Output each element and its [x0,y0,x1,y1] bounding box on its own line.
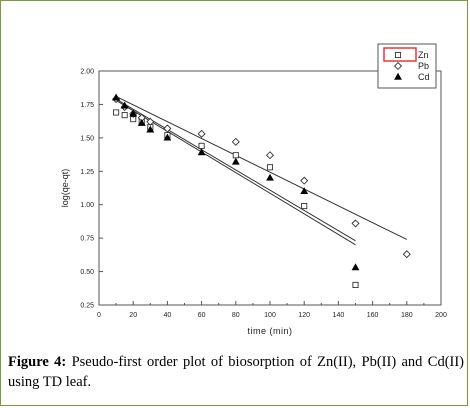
point-cd-3 [137,118,146,126]
y-tick-label-7: 2.00 [80,69,94,76]
point-cd-5 [163,133,172,141]
point-zn-6 [198,142,205,149]
y-tick-label-1: 0.50 [80,269,94,276]
fit-line-zn [115,99,356,246]
point-cd-2 [129,109,138,117]
point-cd-7 [231,157,240,165]
point-zn-0 [113,109,120,116]
point-pb-9 [300,176,309,185]
legend-marker-pb [393,61,403,71]
x-tick-label-2: 40 [164,312,172,319]
chart: 0.25 0.50 0.75 1.00 1.25 1.50 1.75 2.00 0 20 40 60… [60,43,447,336]
x-tick-label-6: 120 [298,312,310,319]
point-pb-6 [197,129,206,138]
y-tick-label-2: 0.75 [80,236,94,243]
x-tick-label-4: 80 [232,312,240,319]
fit-line-pb [115,95,408,240]
data-points [112,93,411,288]
x-axis-ticks: 0 20 40 60 80 100 120 140 160 180 200 [97,301,447,319]
point-cd-4 [146,125,155,133]
x-tick-label-9: 180 [401,312,413,319]
point-zn-1 [121,112,128,119]
x-tick-label-8: 160 [367,312,379,319]
x-tick-label-7: 140 [333,312,345,319]
point-cd-0 [112,93,121,101]
caption-text: Pseudo-first order plot of biosorption o… [8,354,465,390]
legend-marker-zn [394,51,402,59]
y-tick-label-6: 1.75 [80,102,94,109]
caption-label: Figure 4: [8,354,67,370]
x-tick-label-3: 60 [198,312,206,319]
point-cd-9 [300,187,309,195]
point-pb-7 [231,137,240,146]
x-tick-label-10: 200 [435,312,447,319]
legend-marker-cd [394,72,402,80]
legend-label-cd: Cd [418,72,430,82]
y-tick-label-5: 1.50 [80,135,94,142]
point-pb-10 [351,219,360,228]
point-pb-8 [265,151,275,160]
x-tick-label-0: 0 [97,312,101,319]
y-tick-label-0: 0.25 [80,303,94,310]
y-tick-label-4: 1.25 [80,169,94,176]
legend-label-zn: Zn [418,50,429,60]
x-tick-label-1: 20 [129,312,137,319]
point-zn-10 [352,281,359,288]
point-pb-4 [146,117,155,126]
point-pb-5 [163,124,172,133]
point-zn-7 [232,152,239,159]
point-cd-1 [120,101,129,109]
plot-frame [98,70,442,306]
legend-label-pb: Pb [418,61,429,71]
point-cd-10 [351,263,360,271]
x-axis-title: time (min) [248,326,293,336]
fit-line-cd [115,98,356,242]
figure-caption: Figure 4: Pseudo-first order plot of bio… [8,352,464,392]
legend-box [377,43,437,89]
point-cd-8 [266,173,274,181]
x-tick-label-5: 100 [264,312,276,319]
point-pb-11 [402,250,411,259]
fit-lines [115,95,408,246]
legend-highlight [383,47,417,62]
y-axis-title: log(qe-qt) [60,169,70,208]
y-tick-label-3: 1.00 [80,202,94,209]
point-zn-8 [266,164,274,171]
point-zn-9 [301,203,308,210]
y-axis-ticks: 0.25 0.50 0.75 1.00 1.25 1.50 1.75 2.00 [80,69,103,310]
point-cd-6 [197,148,206,156]
